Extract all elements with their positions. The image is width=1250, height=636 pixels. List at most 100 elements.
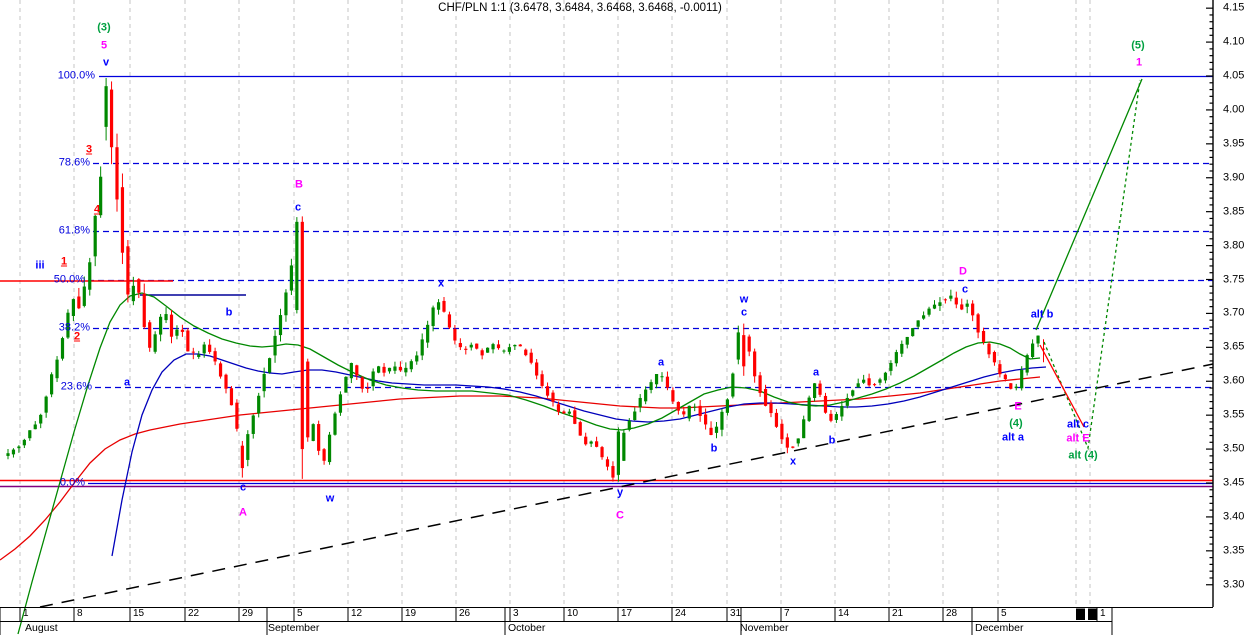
wave-label: (5) (1131, 39, 1145, 52)
green-impulse-projection (1035, 78, 1143, 331)
price-tick-label: 4.15 (1223, 1, 1245, 14)
date-label: 26 (459, 608, 471, 619)
chart-title: CHF/PLN 1:1 (3.6478, 3.6484, 3.6468, 3.6… (438, 2, 722, 14)
price-tick-label: 3.80 (1223, 239, 1245, 252)
price-tick-label: 3.60 (1223, 374, 1245, 387)
ma-fast-green (17, 292, 1041, 635)
wave-label: (4) (1009, 417, 1023, 430)
wave-label: alt a (1001, 431, 1025, 444)
gridlines (19, 0, 1091, 607)
price-tick-label: 3.95 (1223, 137, 1245, 150)
price-tick-label: 3.55 (1223, 408, 1245, 421)
time-axis[interactable] (0, 607, 1213, 635)
wave-label: E (1014, 400, 1022, 413)
fib-level-label: 23.6% (60, 380, 92, 393)
date-label: 29 (242, 608, 254, 619)
wave-label: 3 (85, 143, 93, 156)
wave-label: 1 (1135, 56, 1143, 69)
wave-label: alt b (1030, 308, 1054, 321)
moving-averages (0, 292, 1047, 635)
month-label: September (268, 622, 320, 634)
wave-label: c (239, 481, 247, 494)
fib-level-label: 50.0% (53, 273, 85, 285)
fib-level-label: 0.0% (59, 476, 85, 489)
price-tick-label: 3.50 (1223, 442, 1245, 455)
wave-label: y (616, 486, 624, 499)
wave-label: c (294, 201, 302, 214)
wave-label: 5 (100, 39, 108, 52)
wave-label: c (961, 283, 969, 296)
date-label: 10 (567, 608, 579, 619)
wave-label: a (812, 366, 820, 379)
wave-label: iii (35, 259, 45, 272)
wave-label: a (657, 356, 665, 369)
wave-label: alt c (1066, 418, 1090, 431)
price-tick-label: 4.00 (1223, 103, 1245, 116)
price-tick-label: 3.90 (1223, 171, 1245, 184)
wave-label: 1 (60, 255, 68, 268)
price-tick-label: 3.70 (1223, 306, 1245, 319)
red-decline-projection (1039, 344, 1085, 428)
price-tick-label: 4.10 (1223, 35, 1245, 48)
support-lines (0, 280, 1213, 488)
date-label: 22 (188, 608, 200, 619)
fib-level-label: 38.2% (58, 321, 90, 334)
price-tick-label: 3.75 (1223, 273, 1245, 285)
candles-layer (6, 78, 1046, 482)
month-label: October (508, 622, 546, 634)
wave-label: 2 (73, 330, 81, 343)
date-label: 1 (1100, 608, 1106, 619)
fibonacci-lines (88, 75, 1213, 485)
fib-level-label: 78.6% (58, 156, 90, 169)
wave-label: v (102, 56, 110, 69)
date-label: 14 (838, 608, 850, 619)
date-label: 8 (77, 608, 83, 619)
price-tick-label: 3.45 (1223, 476, 1245, 489)
date-label: 12 (351, 608, 363, 619)
wave-label: x (789, 455, 797, 468)
month-label: November (740, 622, 789, 634)
price-tick-label: 3.85 (1223, 205, 1245, 218)
wave-label: alt (4) (1068, 449, 1098, 462)
wave-label: (3) (97, 21, 111, 34)
wave-label: B (295, 178, 303, 191)
wave-label: w (739, 293, 749, 306)
month-label: August (25, 622, 58, 634)
wave-label: w (325, 492, 335, 505)
date-label: 19 (405, 608, 417, 619)
wave-label: D (959, 265, 967, 278)
date-label: 17 (621, 608, 633, 619)
wave-label: 4 (93, 203, 101, 216)
month-label: December (975, 622, 1024, 634)
date-label: 21 (892, 608, 904, 619)
ma-medium-blue (111, 353, 1047, 557)
projection-lines (1035, 78, 1143, 451)
date-label: 5 (1001, 608, 1007, 619)
date-label: 1 (23, 608, 29, 619)
price-tick-label: 3.65 (1223, 340, 1245, 353)
fib-level-label: 100.0% (57, 69, 95, 82)
fib-level-label: 61.8% (58, 224, 90, 237)
price-tick-label: 4.05 (1223, 69, 1245, 82)
price-tick-label: 3.40 (1223, 510, 1245, 523)
wave-label: c (740, 306, 748, 319)
wave-label: b (828, 434, 836, 447)
highlighted-date-cell[interactable] (1076, 608, 1085, 621)
wave-label: alt E (1066, 432, 1090, 445)
wave-label: C (616, 509, 624, 522)
wave-label: b (225, 306, 233, 319)
wave-label: x (437, 277, 445, 290)
green-alt-projection (1043, 79, 1141, 451)
wave-label: a (123, 376, 131, 389)
date-label: 28 (946, 608, 958, 619)
date-label: 5 (297, 608, 303, 619)
price-axis[interactable] (1206, 0, 1214, 607)
date-label: 3 (513, 608, 519, 619)
date-label: 7 (784, 608, 790, 619)
date-label: 24 (675, 608, 687, 619)
highlighted-date-cell[interactable] (1088, 608, 1097, 621)
wave-label: b (710, 442, 718, 455)
trendline[interactable] (39, 363, 1214, 608)
